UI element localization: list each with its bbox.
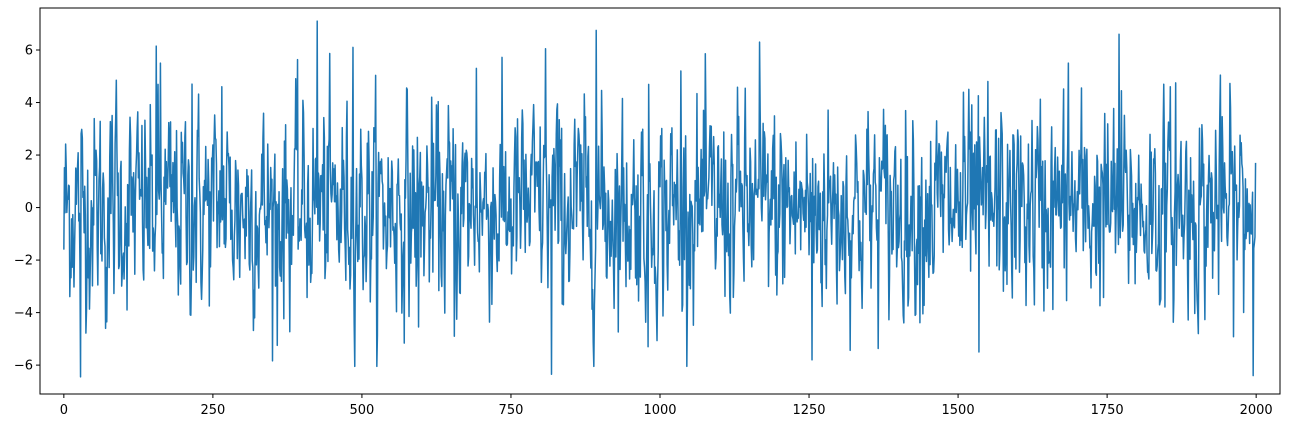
x-tick-label: 1250: [792, 403, 825, 418]
x-tick-label: 250: [200, 403, 225, 418]
x-tick-label: 2000: [1240, 403, 1273, 418]
x-tick-label: 0: [60, 403, 68, 418]
y-tick-label: −6: [14, 359, 33, 374]
x-tick-label: 1000: [643, 403, 676, 418]
plot-area: [63, 20, 1257, 378]
y-tick-label: 6: [25, 44, 33, 59]
x-tick-label: 750: [499, 403, 524, 418]
x-tick-label: 1750: [1091, 403, 1124, 418]
x-tick-label: 1500: [942, 403, 975, 418]
y-tick-label: −4: [14, 306, 33, 321]
series-line: [63, 20, 1257, 378]
y-tick-label: 2: [25, 149, 33, 164]
y-tick-label: 0: [25, 201, 33, 216]
x-tick-label: 500: [350, 403, 375, 418]
y-axis: −6 −4 −2 0 2 4 6: [14, 44, 40, 374]
y-tick-label: −2: [14, 254, 33, 269]
x-axis: 0 250 500 750 1000 1250 1500 1750 2000: [60, 394, 1273, 418]
y-tick-label: 4: [25, 96, 33, 111]
